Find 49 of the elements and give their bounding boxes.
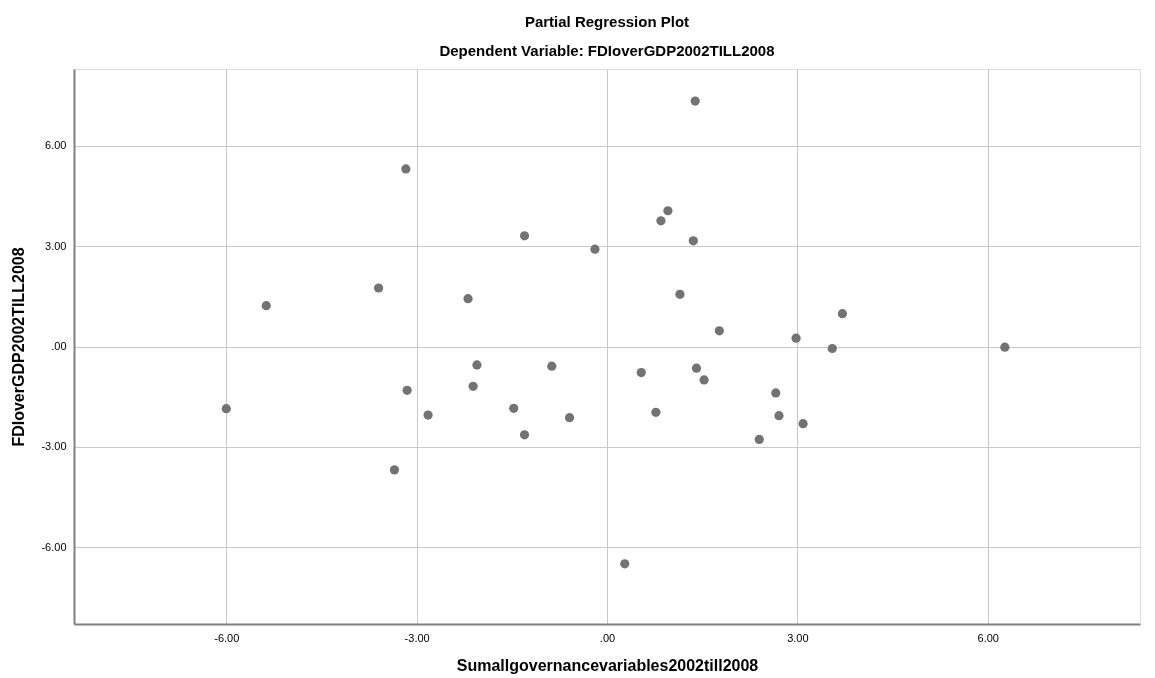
- point: [261, 301, 271, 311]
- point: [656, 216, 666, 226]
- point: [401, 164, 411, 174]
- x-tick-label: 6.00: [977, 631, 999, 644]
- y-tick-label: 3.00: [45, 239, 67, 252]
- x-tick-label: -3.00: [404, 631, 430, 644]
- point: [564, 413, 575, 423]
- point: [771, 388, 781, 398]
- point: [675, 289, 685, 299]
- point: [699, 375, 709, 385]
- point: [774, 411, 784, 421]
- point: [472, 360, 482, 370]
- point: [221, 404, 231, 414]
- point: [547, 361, 557, 371]
- point: [373, 283, 384, 293]
- point: [468, 381, 478, 391]
- chart-subtitle: Dependent Variable: FDIoverGDP2002TILL2008: [439, 42, 775, 59]
- point: [389, 465, 400, 475]
- point: [519, 430, 530, 440]
- point: [791, 333, 801, 343]
- x-tick-label: 3.00: [787, 631, 809, 644]
- point: [754, 434, 764, 445]
- y-tick-label: -3.00: [41, 440, 67, 453]
- x-tick-label: .00: [599, 631, 616, 644]
- point: [827, 343, 837, 354]
- point: [798, 419, 808, 429]
- point: [837, 309, 848, 319]
- point: [691, 363, 702, 373]
- x-axis-title: Sumallgovernancevariables2002till2008: [456, 656, 759, 674]
- point: [714, 326, 724, 336]
- point: [590, 244, 600, 254]
- y-axis-title: FDIoverGDP2002TILL2008: [10, 247, 28, 447]
- point: [1000, 342, 1010, 352]
- point: [688, 236, 698, 246]
- point: [463, 294, 473, 304]
- chart-title: Partial Regression Plot: [524, 13, 690, 30]
- point: [636, 367, 646, 378]
- point: [663, 206, 673, 216]
- point: [651, 407, 661, 417]
- y-tick-label: 6.00: [45, 139, 67, 152]
- y-tick-label: -6.00: [41, 540, 67, 553]
- point: [402, 385, 412, 395]
- x-tick-label: -6.00: [214, 631, 240, 644]
- point: [423, 410, 433, 420]
- point: [519, 231, 530, 241]
- y-tick-label: .00: [51, 340, 67, 352]
- point: [509, 403, 519, 413]
- point: [620, 559, 630, 569]
- point: [690, 96, 700, 106]
